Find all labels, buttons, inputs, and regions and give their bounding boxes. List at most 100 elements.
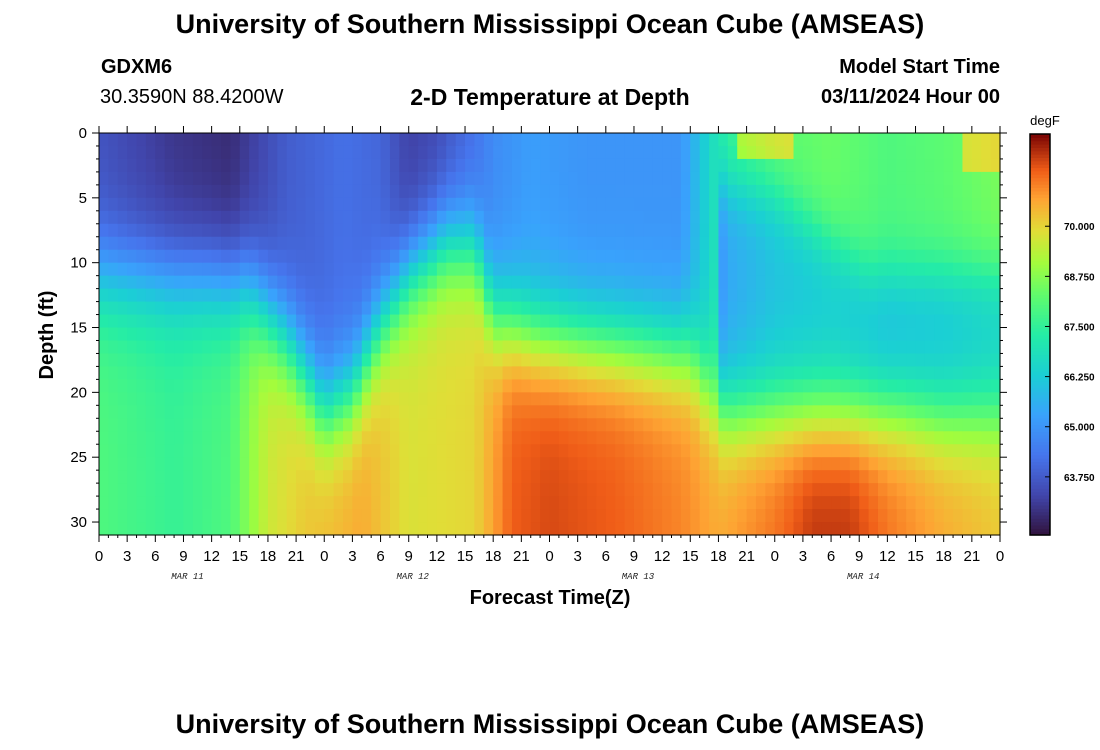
heatmap-cell (164, 509, 175, 523)
heatmap-cell (981, 158, 992, 173)
heatmap-cell (662, 431, 673, 445)
heatmap-cell (615, 262, 626, 277)
heatmap-cell (709, 392, 720, 406)
heatmap-cell (746, 133, 757, 147)
heatmap-cell (718, 353, 729, 368)
heatmap-cell (596, 444, 607, 458)
heatmap-cell (831, 483, 842, 497)
heatmap-cell (896, 275, 907, 290)
heatmap-cell (812, 133, 823, 147)
heatmap-cell (990, 158, 1001, 173)
heatmap-cell (399, 522, 410, 536)
heatmap-cell (962, 470, 973, 484)
heatmap-cell (821, 288, 832, 303)
heatmap-cell (455, 158, 466, 173)
heatmap-cell (380, 496, 391, 510)
heatmap-cell (502, 158, 513, 173)
heatmap-cell (371, 171, 382, 186)
colorbar-segment (1030, 428, 1050, 433)
heatmap-cell (971, 249, 982, 264)
heatmap-cell (540, 418, 551, 432)
heatmap-cell (577, 353, 588, 368)
heatmap-cell (286, 184, 297, 199)
heatmap-cell (502, 288, 513, 303)
heatmap-cell (662, 418, 673, 432)
heatmap-cell (211, 457, 222, 471)
heatmap-cell (924, 431, 935, 445)
heatmap-cell (108, 197, 119, 212)
heatmap-cell (727, 444, 738, 458)
heatmap-cell (455, 444, 466, 458)
heatmap-cell (943, 158, 954, 173)
heatmap-cell (117, 236, 128, 251)
heatmap-cell (962, 275, 973, 290)
heatmap-cell (108, 483, 119, 497)
heatmap-cell (436, 223, 447, 238)
heatmap-cell (896, 145, 907, 160)
heatmap-cell (784, 392, 795, 406)
heatmap-cell (877, 418, 888, 432)
colorbar-segment (1030, 291, 1050, 295)
heatmap-cell (896, 327, 907, 342)
heatmap-cell (239, 145, 250, 160)
heatmap-cell (793, 133, 804, 147)
heatmap-cell (427, 262, 438, 277)
heatmap-cell (934, 522, 945, 536)
heatmap-cell (455, 288, 466, 303)
heatmap-cell (99, 353, 109, 368)
heatmap-cell (774, 275, 785, 290)
heatmap-cell (587, 210, 598, 225)
heatmap-cell (108, 392, 119, 406)
heatmap-cell (690, 210, 701, 225)
heatmap-cell (258, 288, 269, 303)
heatmap-cell (249, 379, 260, 393)
heatmap-cell (680, 340, 691, 355)
heatmap-cell (652, 353, 663, 368)
heatmap-cell (737, 236, 748, 251)
heatmap-cell (877, 353, 888, 368)
heatmap-cell (314, 431, 325, 445)
heatmap-cell (540, 133, 551, 147)
heatmap-cell (868, 392, 879, 406)
heatmap-cell (493, 418, 504, 432)
heatmap-cell (436, 340, 447, 355)
heatmap-cell (568, 145, 579, 160)
heatmap-cell (662, 249, 673, 264)
heatmap-cell (108, 275, 119, 290)
heatmap-cell (164, 444, 175, 458)
heatmap-cell (887, 223, 898, 238)
heatmap-cell (211, 275, 222, 290)
heatmap-cell (183, 197, 194, 212)
heatmap-cell (183, 353, 194, 368)
x-tick-label: 12 (654, 548, 671, 565)
heatmap-cell (915, 223, 926, 238)
heatmap-cell (540, 275, 551, 290)
heatmap-cell (934, 366, 945, 380)
colorbar-segment (1030, 327, 1050, 332)
heatmap-cell (371, 197, 382, 212)
heatmap-cell (934, 353, 945, 368)
heatmap-cell (549, 133, 560, 147)
heatmap-cell (755, 327, 766, 342)
heatmap-cell (877, 392, 888, 406)
heatmap-cell (558, 184, 569, 199)
heatmap-cell (249, 223, 260, 238)
heatmap-cell (680, 133, 691, 147)
heatmap-cell (221, 366, 231, 380)
heatmap-cell (971, 301, 982, 316)
heatmap-cell (164, 353, 175, 368)
heatmap-cell (117, 340, 128, 355)
heatmap-cell (267, 522, 278, 536)
heatmap-cell (755, 223, 766, 238)
heatmap-cell (699, 171, 710, 186)
heatmap-cell (371, 327, 382, 342)
colorbar-segment (1030, 317, 1050, 322)
heatmap-cell (127, 275, 138, 290)
heatmap-cell (127, 327, 138, 342)
heatmap-cell (418, 366, 429, 380)
heatmap-cell (887, 509, 898, 523)
heatmap-cell (511, 158, 522, 173)
heatmap-cell (145, 275, 156, 290)
heatmap-cell (587, 327, 598, 342)
heatmap-cell (474, 509, 485, 523)
